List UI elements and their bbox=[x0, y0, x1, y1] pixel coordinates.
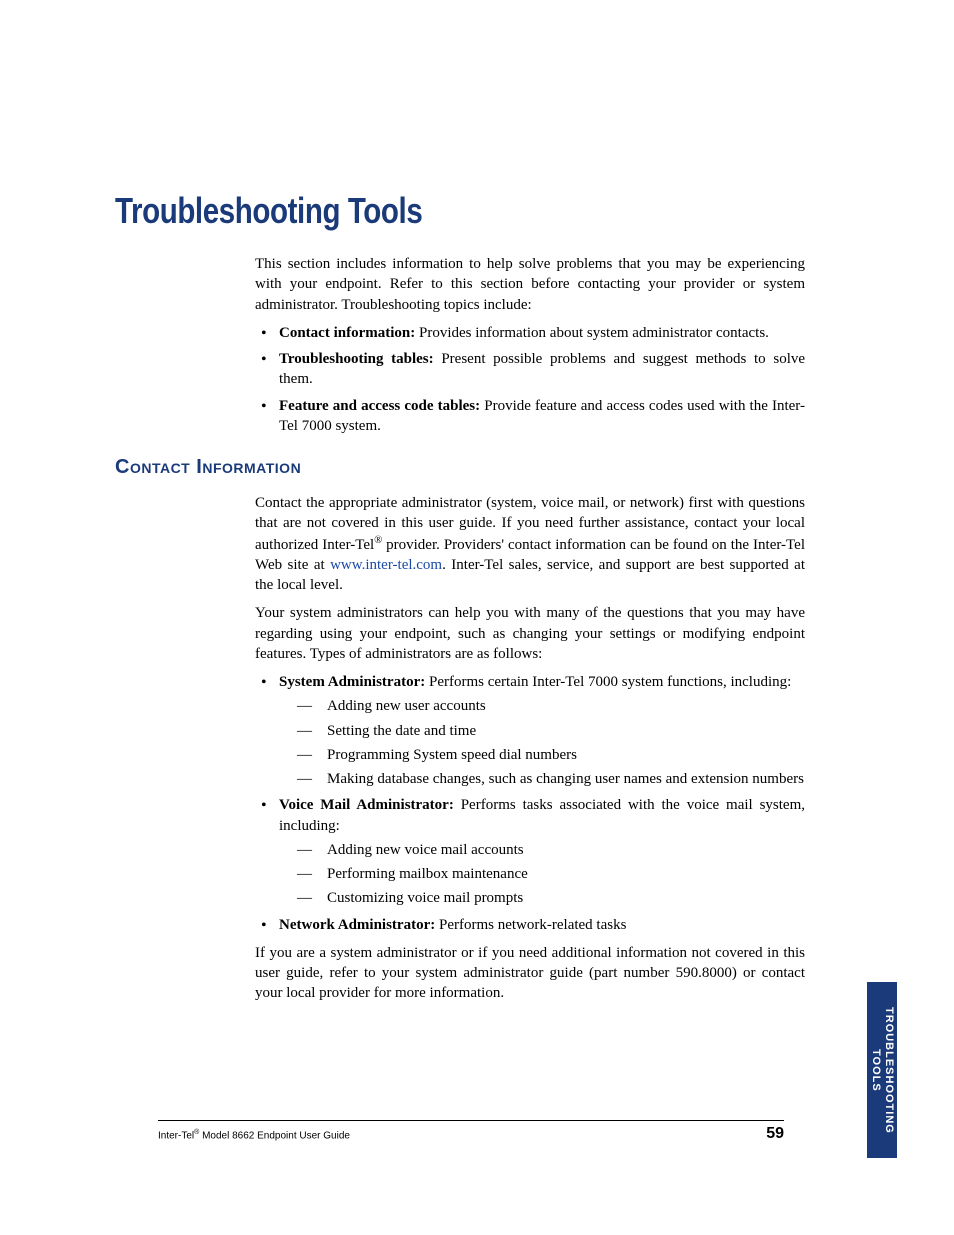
admin-item-voicemail: Voice Mail Administrator: Performs tasks… bbox=[255, 795, 805, 908]
bullet-label: Feature and access code tables: bbox=[279, 398, 480, 414]
admin-label: Network Administrator: bbox=[279, 917, 435, 933]
page-content: Troubleshooting Tools This section inclu… bbox=[115, 190, 805, 1012]
tab-label: TROUBLESHOOTING TOOLS bbox=[869, 1007, 895, 1134]
contact-block: Contact the appropriate administrator (s… bbox=[255, 493, 805, 1004]
admin-item-network: Network Administrator: Performs network-… bbox=[255, 915, 805, 935]
intro-bullet: Feature and access code tables: Provide … bbox=[255, 396, 805, 437]
tab-line: TROUBLESHOOTING bbox=[883, 1007, 895, 1134]
admin-list: System Administrator: Performs certain I… bbox=[255, 672, 805, 935]
section-heading-contact: Contact Information bbox=[115, 456, 805, 479]
registered-mark: ® bbox=[374, 535, 382, 546]
footer-text: Inter-Tel bbox=[158, 1130, 194, 1141]
intro-bullet: Troubleshooting tables: Present possible… bbox=[255, 349, 805, 390]
intro-bullet-list: Contact information: Provides informatio… bbox=[255, 323, 805, 436]
bullet-text: Provides information about system admini… bbox=[415, 325, 769, 341]
bullet-label: Troubleshooting tables: bbox=[279, 351, 434, 367]
contact-para-3: If you are a system administrator or if … bbox=[255, 943, 805, 1004]
contact-para-2: Your system administrators can help you … bbox=[255, 603, 805, 664]
admin-label: System Administrator: bbox=[279, 674, 425, 690]
admin-subitem: Adding new user accounts bbox=[297, 696, 805, 716]
intro-block: This section includes information to hel… bbox=[255, 254, 805, 436]
intro-paragraph: This section includes information to hel… bbox=[255, 254, 805, 315]
contact-para-1: Contact the appropriate administrator (s… bbox=[255, 493, 805, 595]
intro-bullet: Contact information: Provides informatio… bbox=[255, 323, 805, 343]
footer-guide-title: Inter-Tel® Model 8662 Endpoint User Guid… bbox=[158, 1129, 350, 1141]
admin-subitem: Programming System speed dial numbers bbox=[297, 745, 805, 765]
admin-sublist: Adding new user accounts Setting the dat… bbox=[297, 696, 805, 789]
admin-item-system: System Administrator: Performs certain I… bbox=[255, 672, 805, 789]
admin-subitem: Adding new voice mail accounts bbox=[297, 840, 805, 860]
main-title: Troubleshooting Tools bbox=[115, 190, 681, 232]
section-tab: TROUBLESHOOTING TOOLS bbox=[867, 982, 897, 1158]
admin-text: Performs certain Inter-Tel 7000 system f… bbox=[425, 674, 791, 690]
footer-text: Model 8662 Endpoint User Guide bbox=[199, 1130, 350, 1141]
admin-subitem: Performing mailbox maintenance bbox=[297, 864, 805, 884]
page-footer: Inter-Tel® Model 8662 Endpoint User Guid… bbox=[158, 1120, 784, 1143]
admin-text: Performs network-related tasks bbox=[435, 917, 626, 933]
page-number: 59 bbox=[766, 1125, 784, 1143]
admin-label: Voice Mail Administrator: bbox=[279, 797, 454, 813]
admin-subitem: Customizing voice mail prompts bbox=[297, 888, 805, 908]
website-link[interactable]: www.inter-tel.com bbox=[330, 557, 442, 573]
admin-subitem: Setting the date and time bbox=[297, 721, 805, 741]
admin-subitem: Making database changes, such as changin… bbox=[297, 769, 805, 789]
tab-line: TOOLS bbox=[870, 1049, 882, 1092]
admin-sublist: Adding new voice mail accounts Performin… bbox=[297, 840, 805, 909]
bullet-label: Contact information: bbox=[279, 325, 415, 341]
